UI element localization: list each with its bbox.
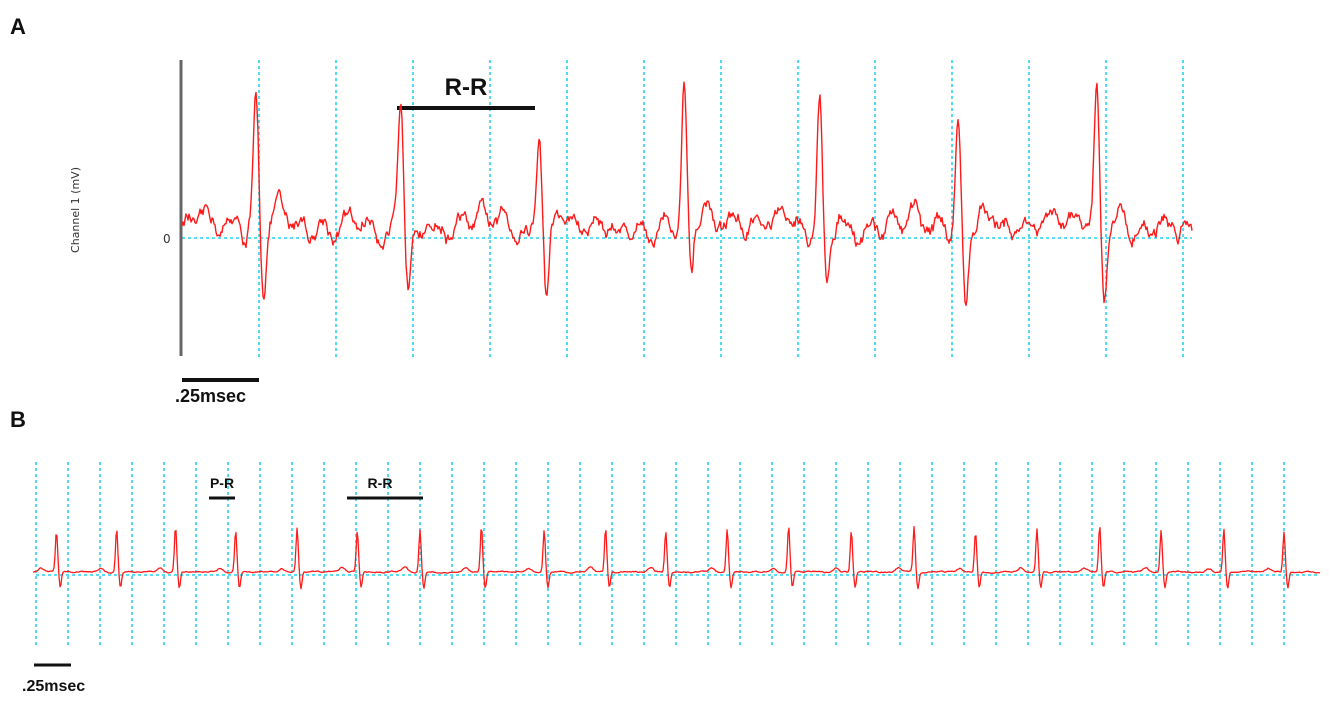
panel-a-zero-tick-label: 0 bbox=[163, 232, 171, 246]
panel-a-ecg-trace bbox=[181, 81, 1193, 306]
panel-b-grid bbox=[35, 462, 1320, 648]
panel-b-pr-label: P-R bbox=[210, 475, 234, 491]
panel-b-rr-label: R-R bbox=[368, 475, 393, 491]
panel-a-letter: A bbox=[10, 14, 26, 39]
panel-a-rr-label: R-R bbox=[445, 74, 488, 101]
panel-b: B P-R R-R .25msec bbox=[10, 407, 1321, 695]
panel-b-ecg-trace bbox=[32, 525, 1321, 590]
panel-b-scale-bar-label: .25msec bbox=[22, 678, 85, 695]
panel-a-scale-bar-label: .25msec bbox=[175, 386, 246, 406]
panel-b-letter: B bbox=[10, 407, 26, 432]
panel-a-y-axis-label: Channel 1 (mV) bbox=[69, 167, 82, 253]
panel-a: A Channel 1 (mV) 0 R-R .25msec bbox=[10, 14, 1193, 406]
panel-a-grid bbox=[182, 60, 1192, 358]
